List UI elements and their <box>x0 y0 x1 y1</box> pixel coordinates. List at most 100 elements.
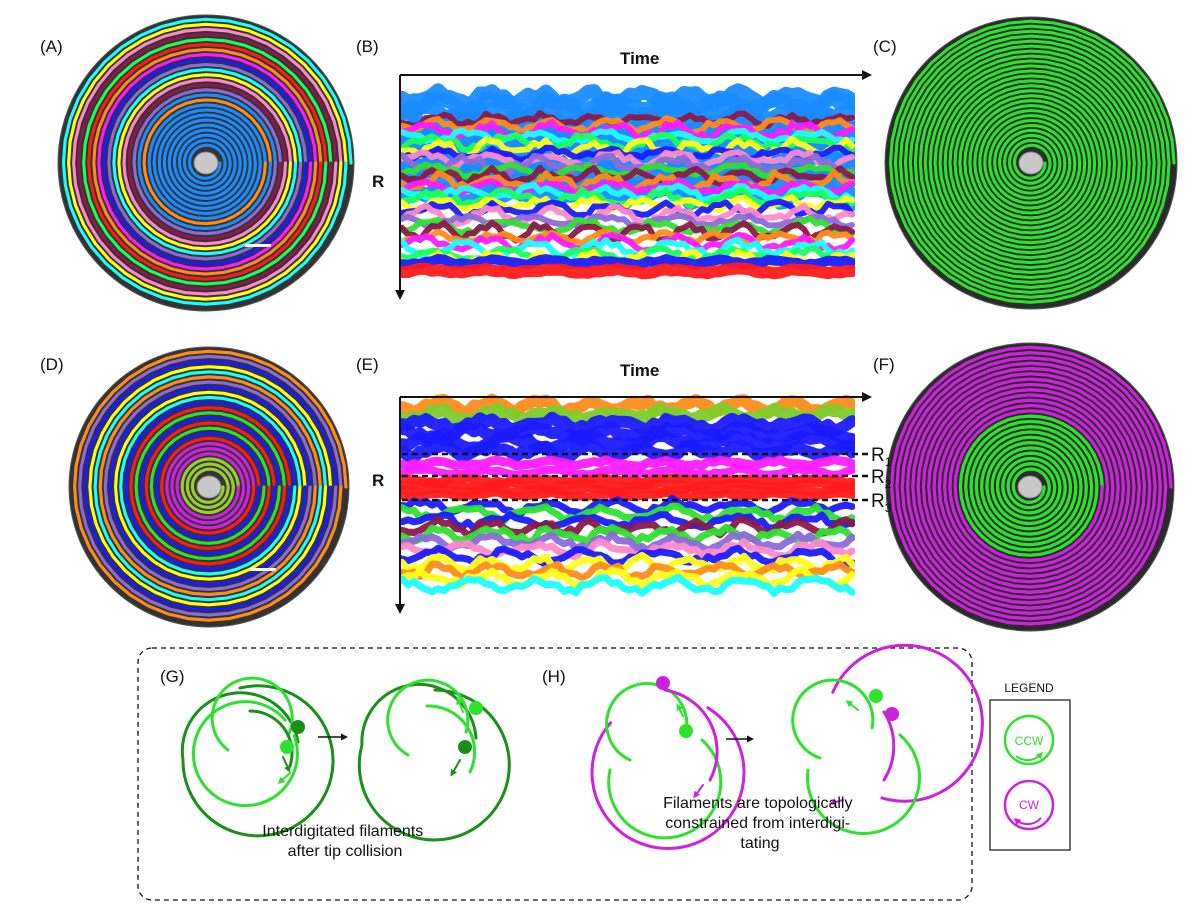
kymograph-b-traces <box>400 83 855 280</box>
spiral-turn <box>139 416 281 556</box>
spiral-turn <box>177 133 237 190</box>
spiral-turn <box>152 108 262 216</box>
spiral-turn <box>144 421 276 550</box>
kymograph-trace <box>400 495 855 518</box>
time-label-e: Time <box>620 361 659 380</box>
spiral-turn <box>93 370 328 602</box>
kymograph-trace <box>400 523 855 547</box>
spiral-turn <box>82 37 333 286</box>
kymograph-trace <box>400 464 855 480</box>
spiral-turn <box>127 83 288 241</box>
legend-box <box>989 699 1071 851</box>
spiral-turn <box>958 89 1107 235</box>
spiral-turn <box>927 382 1136 589</box>
kymograph-trace <box>400 473 855 487</box>
kymograph-trace <box>400 236 855 262</box>
spiral-turn <box>893 24 1171 299</box>
spiral-core <box>1017 475 1043 499</box>
spiral-turn <box>185 462 235 509</box>
level-r1-label: R1 <box>871 445 892 469</box>
spiral-turn <box>889 345 1173 626</box>
kymograph-trace <box>400 231 855 254</box>
r-label-e: R <box>372 471 384 490</box>
panel-label-a: (A) <box>40 37 63 56</box>
spiral-turn <box>157 113 257 211</box>
spiral-turn <box>77 32 338 291</box>
spiral-turn <box>132 88 283 236</box>
spiral-disc-f <box>885 342 1175 632</box>
spiral-turn <box>73 349 348 622</box>
spiral-turn <box>134 411 287 561</box>
spiral-turn <box>180 457 240 515</box>
spiral-turn <box>98 375 322 597</box>
kymograph-e-traces <box>400 393 855 597</box>
spiral-turn <box>963 94 1102 230</box>
schematic-box <box>137 647 973 901</box>
panel-label-h: (H) <box>542 667 566 686</box>
spiral-turn <box>102 58 313 266</box>
spiral-turn <box>149 426 271 545</box>
spiral-turn <box>953 409 1110 563</box>
spiral-turn <box>187 143 227 180</box>
scale-bar <box>245 244 271 247</box>
spiral-disc-d <box>68 346 350 628</box>
kymograph-trace <box>400 253 855 271</box>
spiral-turn <box>129 406 292 566</box>
panel-label-f: (F) <box>873 355 895 374</box>
spiral-turn <box>142 98 272 226</box>
spiral-turn <box>182 138 232 185</box>
legend-cw-icon <box>1003 779 1055 831</box>
legend-ccw-icon <box>1003 714 1055 766</box>
spiral-turn <box>87 42 328 281</box>
spiral-turn <box>908 39 1156 284</box>
spiral-disc-c <box>884 16 1178 310</box>
spiral-turn <box>1001 456 1062 515</box>
panel-label-c: (C) <box>873 37 897 56</box>
caption-g: Interdigitated filaments after tip colli… <box>262 823 427 860</box>
spiral-turn <box>67 22 348 301</box>
spiral-turn <box>953 84 1112 240</box>
spiral-turn <box>88 365 333 607</box>
spiral-disc-a <box>57 14 355 312</box>
spiral-turn <box>162 118 252 206</box>
spiral-turn <box>112 68 303 256</box>
spiral-turn <box>928 59 1136 265</box>
spiral-turn <box>968 99 1097 225</box>
spiral-turn <box>993 123 1072 200</box>
spiral-turn <box>83 359 338 612</box>
spiral-turn <box>921 377 1141 594</box>
spiral-turn <box>903 34 1161 289</box>
spiral-turn <box>974 430 1088 542</box>
kymograph-trace <box>400 515 855 540</box>
kymograph-trace <box>400 530 855 554</box>
spiral-turn <box>898 29 1166 294</box>
spiral-turn <box>932 388 1131 584</box>
spiral-turn <box>888 19 1176 304</box>
kymograph-b: Time R <box>372 49 872 300</box>
spiral-turn <box>175 452 246 520</box>
kymograph-trace <box>400 538 855 561</box>
time-label-b: Time <box>620 49 659 68</box>
spiral-turn <box>911 366 1152 605</box>
spiral-turn <box>1012 143 1052 180</box>
spiral-turn <box>938 69 1126 255</box>
kymograph-trace <box>400 502 855 525</box>
spiral-turn <box>103 380 317 591</box>
spiral-turn <box>155 431 266 540</box>
kymograph-trace <box>400 420 855 446</box>
legend-ccw-label: CCW <box>1015 734 1044 748</box>
spiral-turn <box>114 390 307 581</box>
spiral-turn <box>119 395 302 576</box>
spiral-turn <box>983 113 1082 210</box>
spiral-turn <box>147 103 267 221</box>
kymograph-trace <box>400 182 855 204</box>
spiral-turn <box>97 52 318 271</box>
kymograph-trace <box>400 178 855 197</box>
kymograph-e: Time R R1 R2 R3 <box>372 361 892 614</box>
spiral-turn <box>170 447 251 525</box>
spiral-turn <box>942 398 1120 573</box>
spiral-turn <box>918 49 1146 275</box>
spiral-turn <box>985 440 1078 531</box>
spiral-turn <box>988 118 1077 205</box>
